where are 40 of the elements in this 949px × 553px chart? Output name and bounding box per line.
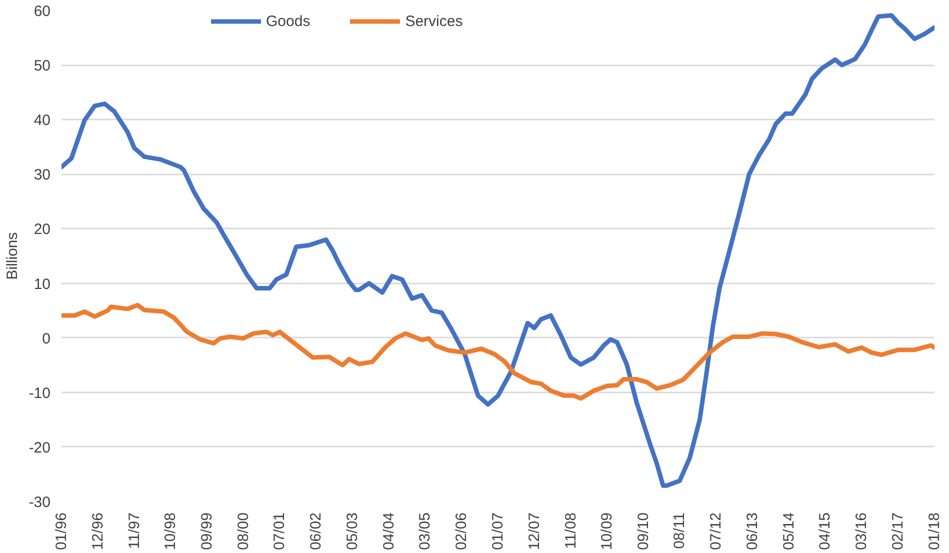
y-tick-label: 10 (34, 276, 51, 293)
x-tick-label: 02/06 (453, 512, 470, 550)
x-tick-label: 01/07 (490, 512, 506, 550)
y-tick-label: 20 (34, 221, 51, 238)
legend-label: Goods (266, 12, 310, 30)
x-tick-label: 08/11 (671, 512, 688, 549)
x-tick-label: 10/98 (162, 512, 180, 550)
x-tick-label: 07/12 (708, 512, 725, 550)
x-tick-label: 08/00 (234, 512, 252, 550)
x-tick-label: 05/03 (344, 512, 361, 550)
x-tick-label: 02/17 (890, 512, 907, 550)
x-tick-label: 04/15 (816, 512, 834, 550)
line-series (62, 302, 934, 401)
y-tick-label: 0 (42, 330, 50, 348)
x-tick-label: 01/18 (926, 512, 943, 550)
x-tick-label: 11/08 (562, 512, 580, 549)
x-tick-label: 01/96 (53, 512, 70, 550)
y-axis-title: Billions (4, 232, 21, 280)
y-tick-label: -20 (28, 439, 51, 456)
y-tick-label: -30 (28, 494, 51, 511)
y-tick-label: 60 (34, 3, 51, 20)
x-tick-label: 06/13 (744, 512, 762, 550)
y-tick-label: -10 (28, 384, 51, 402)
x-tick-label: 12/96 (89, 512, 106, 550)
line-series (62, 13, 934, 488)
x-tick-label: 11/97 (126, 512, 143, 549)
x-tick-label: 09/10 (634, 512, 652, 550)
x-tick-label: 03/16 (853, 512, 870, 550)
x-tick-label: 09/99 (198, 512, 216, 550)
legend-label: Services (405, 12, 463, 30)
y-tick-label: 40 (34, 112, 51, 130)
x-tick-label: 12/07 (526, 512, 543, 550)
y-tick-label: 30 (34, 166, 51, 184)
x-tick-label: 10/09 (598, 512, 616, 550)
x-tick-label: 07/01 (271, 512, 288, 550)
x-tick-label: 06/02 (308, 512, 325, 550)
x-tick-label: 05/14 (780, 512, 798, 550)
x-tick-label: 04/04 (380, 512, 398, 550)
x-tick-label: 03/05 (416, 512, 434, 550)
y-tick-label: 50 (34, 58, 51, 75)
